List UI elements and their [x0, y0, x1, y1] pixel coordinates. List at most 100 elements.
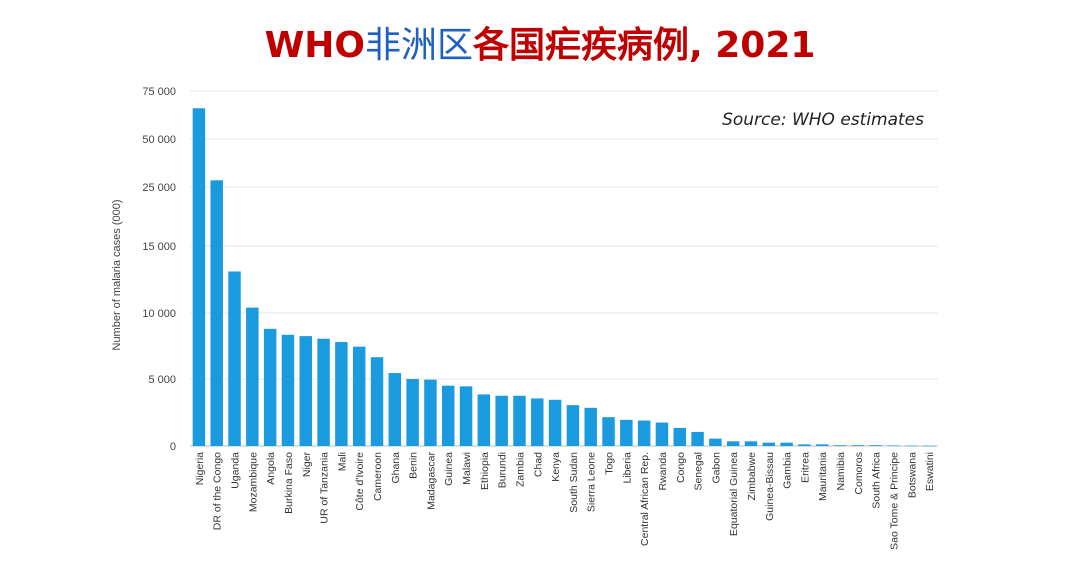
- bar: [192, 108, 206, 446]
- x-tick-label: Ethiopia: [479, 452, 491, 490]
- bar: [922, 445, 936, 447]
- bar: [851, 445, 865, 446]
- x-tick-label: DR of the Congo: [212, 452, 224, 530]
- x-tick-label: South Africa: [871, 452, 883, 509]
- x-tick-label: South Sudan: [568, 452, 580, 513]
- x-tick-label: Congo: [675, 452, 687, 483]
- x-tick-label: Mali: [336, 452, 348, 471]
- bar: [602, 417, 615, 446]
- y-tick-label: 10 000: [142, 308, 176, 320]
- bar: [263, 328, 277, 446]
- bar: [726, 441, 740, 446]
- x-tick-label: Sierra Leone: [586, 452, 598, 512]
- x-tick-label: Liberia: [621, 452, 633, 484]
- x-tick-label: Ghana: [390, 452, 402, 484]
- bar: [246, 307, 259, 446]
- bar: [691, 431, 704, 446]
- bar: [352, 346, 366, 446]
- x-tick-label: Burundi: [497, 452, 509, 488]
- chart-title: WHO非洲区各国疟疾病例, 2021: [265, 25, 816, 66]
- x-tick-label: Uganda: [230, 452, 242, 489]
- bar: [317, 338, 330, 446]
- x-tick-label: Guinea: [443, 452, 455, 486]
- bar: [673, 427, 686, 446]
- bars: [192, 108, 936, 447]
- bar: [548, 399, 562, 446]
- x-tick-label: Chad: [532, 452, 544, 477]
- x-tick-label: Burkina Faso: [283, 452, 295, 514]
- x-tick-label: Zimbabwe: [746, 452, 758, 501]
- x-tick-label: Angola: [265, 452, 277, 485]
- x-tick-label: UR of Tanzania: [319, 452, 331, 524]
- y-tick-label: 25 000: [142, 182, 176, 194]
- y-tick-label: 75 000: [142, 86, 176, 98]
- bar: [388, 373, 402, 446]
- bar: [816, 444, 829, 446]
- svg-text:WHO非洲区各国疟疾病例, 2021: WHO非洲区各国疟疾病例, 2021: [265, 25, 816, 66]
- x-tick-label: Sao Tome & Principe: [888, 452, 900, 550]
- x-tick-label: Zambia: [514, 452, 526, 487]
- x-tick-label: Botswana: [906, 452, 918, 498]
- title-part: 非洲区: [365, 25, 473, 66]
- bar: [335, 342, 348, 446]
- bar: [406, 379, 419, 446]
- x-tick-label: Niger: [301, 451, 313, 477]
- y-axis-ticks: 0 5 000 10 000 15 000 25 000 50 000 75 000: [142, 86, 176, 453]
- x-tick-label: Gabon: [710, 452, 722, 484]
- x-tick-label: Mauritania: [817, 452, 829, 501]
- bar: [299, 336, 312, 446]
- bar: [442, 385, 455, 446]
- bar: [513, 395, 526, 446]
- x-tick-label: Eswatini: [924, 452, 936, 491]
- x-tick-label: Cameroon: [372, 452, 384, 501]
- x-tick-label: Eritrea: [799, 452, 811, 483]
- bar: [424, 379, 437, 446]
- bar: [762, 442, 776, 446]
- x-axis-labels: Nigeria DR of the Congo Uganda Mozambique An…: [194, 451, 936, 549]
- x-tick-label: Côte d'Ivoire: [354, 452, 366, 511]
- bar: [905, 445, 918, 447]
- bar: [584, 407, 597, 446]
- title-part: WHO: [265, 25, 365, 66]
- x-tick-label: Guinea-Bissau: [764, 452, 776, 521]
- bar: [281, 334, 295, 446]
- x-tick-label: Rwanda: [657, 452, 669, 491]
- x-tick-label: Senegal: [693, 452, 705, 491]
- y-tick-label: 5 000: [148, 374, 176, 386]
- x-tick-label: Equatorial Guinea: [728, 452, 740, 536]
- bar: [833, 445, 847, 446]
- gridlines: [190, 90, 938, 447]
- bar: [780, 442, 793, 446]
- x-tick-label: Madagascar: [425, 451, 437, 509]
- y-tick-label: 50 000: [142, 134, 176, 146]
- bar: [228, 271, 241, 446]
- x-tick-label: Nigeria: [194, 452, 206, 485]
- bar: [531, 398, 544, 446]
- y-tick-label: 0: [170, 441, 176, 453]
- bar: [655, 422, 669, 446]
- y-axis-label: Number of malaria cases (000): [111, 199, 123, 350]
- bar: [744, 441, 758, 446]
- bar: [210, 180, 223, 446]
- x-tick-label: Comoros: [853, 452, 865, 495]
- x-tick-label: Malawi: [461, 452, 473, 485]
- bar: [798, 444, 811, 446]
- x-tick-label: Gambia: [782, 452, 794, 489]
- bar: [620, 419, 633, 446]
- bar: [869, 445, 882, 446]
- source-annotation: Source: WHO estimates: [722, 110, 924, 130]
- bar: [495, 395, 508, 446]
- bar: [709, 438, 722, 446]
- bar: [566, 405, 580, 446]
- x-tick-label: Central African Rep.: [639, 452, 651, 546]
- bar: [370, 357, 384, 446]
- title-part: 各国疟疾病例, 2021: [473, 25, 815, 66]
- x-tick-label: Benin: [408, 452, 420, 479]
- bar: [459, 386, 473, 446]
- x-tick-label: Namibia: [835, 452, 847, 491]
- x-tick-label: Togo: [604, 452, 616, 475]
- x-tick-label: Kenya: [550, 452, 562, 482]
- bar: [887, 445, 900, 447]
- x-tick-label: Mozambique: [247, 452, 259, 512]
